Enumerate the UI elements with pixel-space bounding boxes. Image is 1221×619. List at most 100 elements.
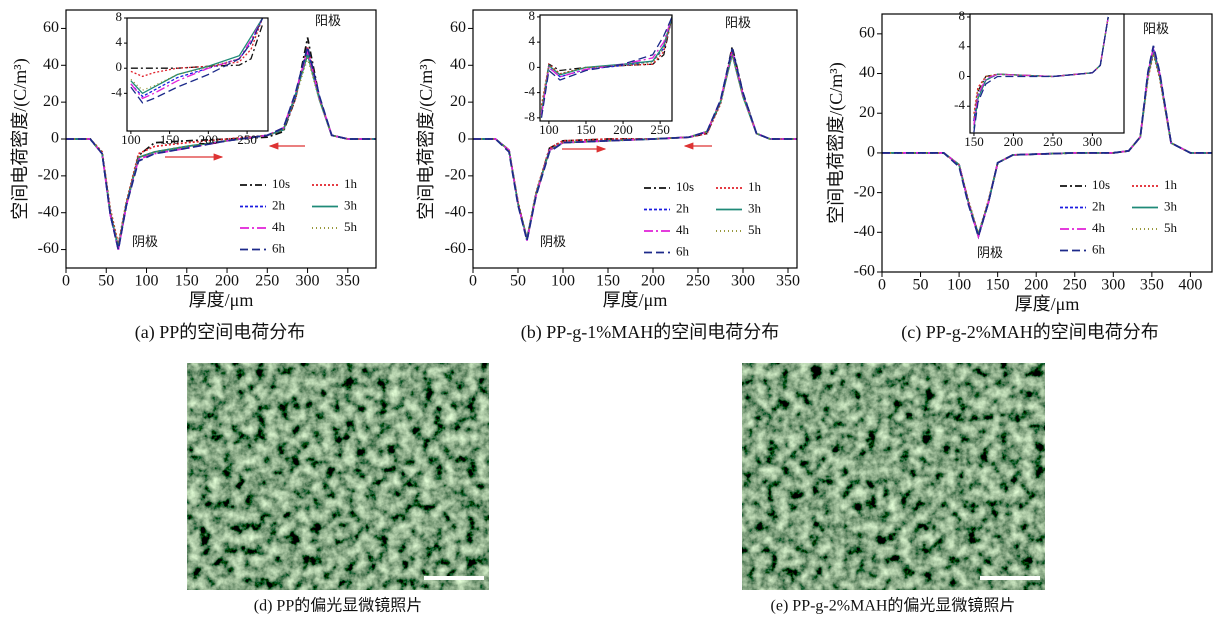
x-tick-label: 100 (135, 273, 159, 290)
x-tick-label: 100 (539, 122, 559, 137)
x-tick-label: 150 (596, 273, 620, 290)
inset-bg (127, 18, 268, 131)
series-line (540, 16, 672, 115)
caption: (a) PP的空间电荷分布 (135, 322, 306, 343)
inset: 100 150 200 250 -4 0 4 8 (111, 9, 269, 147)
x-axis-label: 厚度/μm (189, 290, 254, 310)
x-tick-label: 200 (613, 122, 633, 137)
legend-label: 1h (344, 176, 358, 191)
legend-label: 2h (272, 197, 286, 212)
x-axis-label: 厚度/μm (1015, 294, 1080, 314)
x-tick-label: 50 (98, 273, 114, 290)
y-tick-label: 0 (116, 59, 123, 74)
x-tick-label: 350 (1140, 277, 1164, 294)
annotation: 阴极 (977, 245, 1003, 260)
series-line (130, 18, 264, 100)
micrograph-e (742, 363, 1045, 590)
x-tick-label: 150 (576, 122, 596, 137)
series-lines (473, 46, 797, 241)
legend-label: 3h (748, 200, 762, 215)
inset: 100 150 200 250 -8 -4 0 4 8 (524, 8, 673, 137)
annotation: 阳极 (1143, 21, 1169, 36)
chart: 0 50 100 150 200 250 300 350-60-40-200204060厚度/… (10, 9, 377, 343)
y-tick-label: 60 (43, 19, 59, 36)
legend-label: 1h (1164, 177, 1178, 192)
plot-frame (472, 9, 798, 269)
x-tick-label: 350 (776, 273, 800, 290)
photo-caption: (d) PP的偏光显微镜照片 (254, 596, 422, 615)
caption: (c) PP-g-2%MAH的空间电荷分布 (901, 322, 1158, 343)
y-tick-label: -60 (854, 263, 875, 280)
y-tick-label: 20 (43, 93, 59, 110)
y-axis-label: 空间电荷密度/(C/m³) (10, 58, 31, 219)
photo-caption: (e) PP-g-2%MAH的偏光显微镜照片 (771, 596, 1016, 615)
series-line (473, 48, 797, 241)
annotation: 阳极 (725, 15, 751, 30)
legend-label: 4h (1092, 220, 1106, 235)
y-tick-label: 20 (859, 104, 875, 121)
x-tick-label: 350 (336, 273, 360, 290)
x-tick-label: 200 (1024, 277, 1048, 294)
y-tick-label: 0 (959, 67, 966, 82)
series-line (130, 18, 264, 98)
y-tick-label: 40 (43, 56, 59, 73)
y-tick-label: 8 (529, 8, 536, 23)
x-tick-label: 50 (913, 277, 929, 294)
legend-label: 10s (676, 179, 694, 194)
x-tick-label: 50 (510, 273, 526, 290)
x-tick-label: 250 (1063, 277, 1087, 294)
series-line (130, 18, 264, 78)
inset-bg (970, 14, 1124, 133)
x-tick-label: 300 (1101, 277, 1125, 294)
x-tick-label: 200 (199, 132, 219, 147)
series-line (540, 16, 672, 118)
inset-bg (540, 15, 672, 121)
y-tick-label: 60 (859, 25, 875, 42)
y-tick-label: 20 (450, 93, 466, 110)
x-tick-label: 0 (469, 273, 477, 290)
annotation: 阴极 (132, 234, 158, 249)
series-line (130, 18, 264, 104)
y-tick-label: -20 (854, 183, 875, 200)
x-tick-label: 100 (121, 132, 141, 147)
legend-label: 3h (1164, 198, 1178, 213)
arrows (165, 142, 712, 161)
y-tick-label: -40 (854, 223, 875, 240)
legend-label: 4h (676, 222, 690, 237)
legend-label: 2h (1092, 198, 1106, 213)
chart: 0 50 100 150 200 250 300 350-60-40-200204060厚度/… (416, 8, 800, 343)
series-lines (973, 16, 1109, 133)
x-tick-label: 300 (731, 273, 755, 290)
series-line (540, 16, 672, 109)
x-tick-label: 250 (237, 132, 257, 147)
y-tick-label: -20 (445, 167, 466, 184)
y-tick-label: 0 (867, 144, 875, 161)
y-tick-label: 60 (450, 19, 466, 36)
y-tick-label: 8 (116, 9, 123, 24)
series-line (973, 16, 1109, 125)
y-tick-label: -40 (38, 203, 59, 220)
legend-label: 3h (344, 197, 358, 212)
x-tick-label: 0 (878, 277, 886, 294)
x-tick-label: 250 (255, 273, 279, 290)
chart: 0 50 100 150 200 250 300 350 400-60-40-200204060… (826, 8, 1213, 343)
plot-frame (539, 14, 673, 122)
y-tick-label: 40 (859, 64, 875, 81)
plot-frame (65, 9, 377, 269)
y-tick-label: 0 (458, 130, 466, 147)
series-lines (130, 18, 264, 104)
series-lines (66, 37, 376, 250)
y-tick-label: 4 (959, 38, 966, 53)
x-tick-label: 100 (947, 277, 971, 294)
y-tick-label: 0 (529, 58, 536, 73)
x-tick-label: 250 (1043, 134, 1063, 149)
legend-label: 10s (1092, 177, 1110, 192)
series-line (882, 45, 1212, 240)
plot-frame (969, 13, 1125, 134)
x-tick-label: 400 (1178, 277, 1202, 294)
legend-label: 5h (344, 219, 358, 234)
y-tick-label: -4 (954, 97, 965, 112)
legend: 10s 1h 2h 3h 4h 5h 6h (240, 176, 358, 255)
series-lines (882, 45, 1212, 240)
